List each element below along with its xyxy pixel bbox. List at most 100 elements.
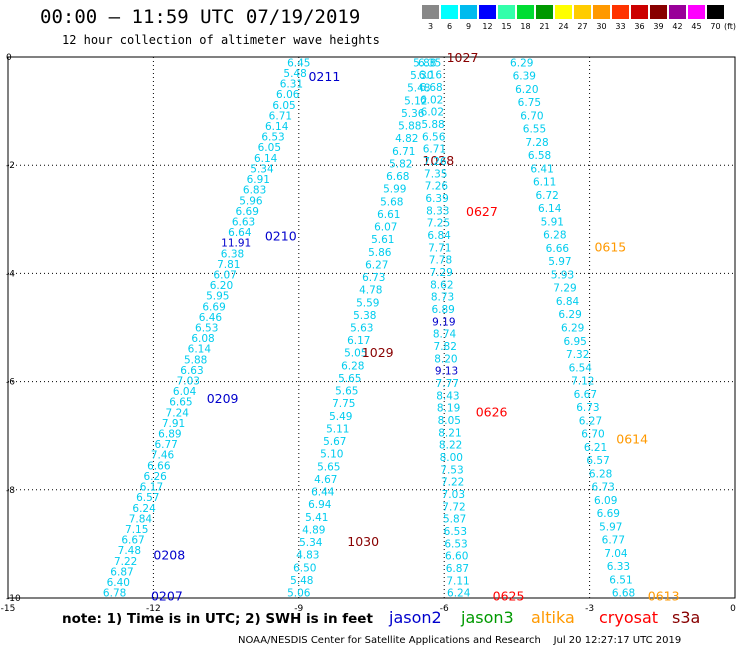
wave-height-value: 6.54 bbox=[569, 362, 593, 374]
wave-height-value: 5.48 bbox=[290, 575, 313, 587]
wave-height-value: 6.77 bbox=[154, 439, 177, 451]
wave-height-value: 5.48 bbox=[407, 83, 430, 95]
wave-height-value: 6.69 bbox=[202, 301, 225, 313]
wave-height-value: 5.36 bbox=[401, 108, 425, 120]
wave-height-value: 7.15 bbox=[125, 524, 148, 536]
footer-credit: NOAA/NESDIS Center for Satellite Applica… bbox=[238, 635, 682, 646]
wave-height-value: 6.75 bbox=[518, 97, 541, 109]
wave-height-value: 5.68 bbox=[380, 196, 403, 208]
wave-height-value: 8.05 bbox=[438, 415, 461, 427]
wave-height-value: 6.73 bbox=[362, 272, 385, 284]
wave-height-value: 5.97 bbox=[548, 256, 571, 268]
wave-height-value: 7.29 bbox=[429, 267, 452, 279]
color-swatch bbox=[650, 5, 667, 19]
pass-time-label: 1029 bbox=[362, 345, 394, 360]
wave-height-value: 6.05 bbox=[272, 100, 295, 112]
wave-height-value: 6.69 bbox=[236, 206, 259, 218]
x-tick-label: 0 bbox=[730, 604, 736, 614]
wave-height-value: 5.30 bbox=[410, 70, 433, 82]
wave-height-value: 6.64 bbox=[228, 227, 252, 239]
color-swatch-label: 3 bbox=[427, 22, 434, 31]
wave-height-value: 5.65 bbox=[338, 373, 361, 385]
wave-height-value: 6.40 bbox=[107, 577, 130, 589]
wave-height-value: 5.38 bbox=[353, 310, 376, 322]
wave-height-value: 8.62 bbox=[430, 279, 453, 291]
x-tick-label: -15 bbox=[1, 604, 16, 614]
wave-height-value: 7.53 bbox=[440, 464, 463, 476]
color-swatch-label: 12 bbox=[482, 22, 493, 31]
wave-height-value: 5.11 bbox=[326, 423, 349, 435]
wave-height-value: 11.91 bbox=[221, 238, 251, 250]
wave-height-value: 6.20 bbox=[515, 84, 538, 96]
legend-item-cryosat: cryosat bbox=[599, 608, 659, 627]
wave-height-value: 6.63 bbox=[232, 216, 255, 228]
y-tick-label: 0 bbox=[6, 53, 12, 63]
wave-height-value: 4.67 bbox=[314, 474, 337, 486]
wave-height-value: 7.75 bbox=[332, 398, 355, 410]
wave-height-value: 5.99 bbox=[383, 184, 406, 196]
wave-height-value: 7.91 bbox=[162, 418, 185, 430]
wave-height-value: 5.87 bbox=[443, 514, 466, 526]
wave-height-value: 8.73 bbox=[431, 292, 454, 304]
color-swatch bbox=[593, 5, 610, 19]
wave-height-value: 6.89 bbox=[431, 304, 454, 316]
wave-height-value: 5.05 bbox=[344, 348, 367, 360]
color-swatch bbox=[631, 5, 648, 19]
pass-time-label: 0626 bbox=[476, 404, 508, 419]
wave-height-value: 6.57 bbox=[586, 455, 609, 467]
wave-height-value: 6.53 bbox=[444, 538, 467, 550]
wave-height-value: 4.83 bbox=[296, 550, 319, 562]
wave-height-value: 6.38 bbox=[221, 248, 244, 260]
wave-height-value: 6.28 bbox=[341, 360, 364, 372]
chart-subtitle: 12 hour collection of altimeter wave hei… bbox=[62, 33, 380, 47]
pass-time-label: 0209 bbox=[207, 391, 239, 406]
wave-height-value: 6.58 bbox=[528, 150, 551, 162]
footer-note: note: 1) Time is in UTC; 2) SWH is in fe… bbox=[62, 611, 373, 627]
wave-height-value: 7.24 bbox=[166, 407, 190, 419]
wave-height-value: 6.21 bbox=[584, 442, 607, 454]
wave-height-value: 6.24 bbox=[447, 588, 471, 600]
wave-height-value: 6.63 bbox=[180, 365, 203, 377]
wave-height-value: 6.16 bbox=[419, 70, 443, 82]
wave-height-value: 5.10 bbox=[320, 449, 343, 461]
wave-height-value: 8.74 bbox=[433, 329, 457, 341]
wave-height-value: 6.14 bbox=[538, 203, 562, 215]
wave-height-value: 6.27 bbox=[579, 415, 602, 427]
wave-height-value: 6.73 bbox=[576, 402, 599, 414]
pass-time-label: 0211 bbox=[308, 69, 340, 84]
wave-height-value: 4.82 bbox=[395, 133, 418, 145]
wave-height-value: 6.53 bbox=[261, 132, 284, 144]
plot-frame bbox=[7, 56, 736, 599]
color-swatch bbox=[574, 5, 591, 19]
wave-height-value: 5.95 bbox=[206, 291, 229, 303]
wave-height-value: 6.27 bbox=[365, 259, 388, 271]
wave-height-value: 6.70 bbox=[520, 110, 543, 122]
wave-height-value: 7.29 bbox=[553, 283, 576, 295]
color-swatch bbox=[669, 5, 686, 19]
wave-height-value: 6.11 bbox=[533, 177, 556, 189]
color-swatch bbox=[707, 5, 724, 19]
wave-height-value: 6.26 bbox=[143, 471, 167, 483]
wave-height-value: 6.69 bbox=[597, 508, 620, 520]
wave-height-value: 6.33 bbox=[607, 561, 630, 573]
wave-height-value: 5.59 bbox=[356, 297, 379, 309]
color-swatch bbox=[612, 5, 629, 19]
wave-height-value: 5.91 bbox=[541, 216, 564, 228]
wave-height-value: 4.89 bbox=[302, 524, 325, 536]
wave-height-value: 5.93 bbox=[551, 269, 574, 281]
color-swatch-label: 21 bbox=[539, 22, 550, 31]
pass-time-label: 0625 bbox=[493, 588, 525, 603]
wave-height-value: 7.26 bbox=[423, 156, 447, 168]
color-swatch-label: 24 bbox=[558, 22, 569, 31]
wave-height-value: 6.17 bbox=[140, 482, 163, 494]
wave-height-value: 6.29 bbox=[561, 323, 584, 335]
wave-height-value: 6.95 bbox=[563, 336, 586, 348]
wave-height-value: 6.24 bbox=[132, 503, 156, 515]
pass-time-label: 0207 bbox=[151, 588, 183, 603]
wave-height-value: 7.03 bbox=[442, 489, 465, 501]
wave-height-value: 7.32 bbox=[566, 349, 589, 361]
wave-height-value: 5.97 bbox=[599, 521, 622, 533]
wave-height-value: 5.48 bbox=[283, 68, 306, 80]
wave-height-value: 6.44 bbox=[311, 487, 335, 499]
legend-item-jason3: jason3 bbox=[461, 608, 514, 627]
